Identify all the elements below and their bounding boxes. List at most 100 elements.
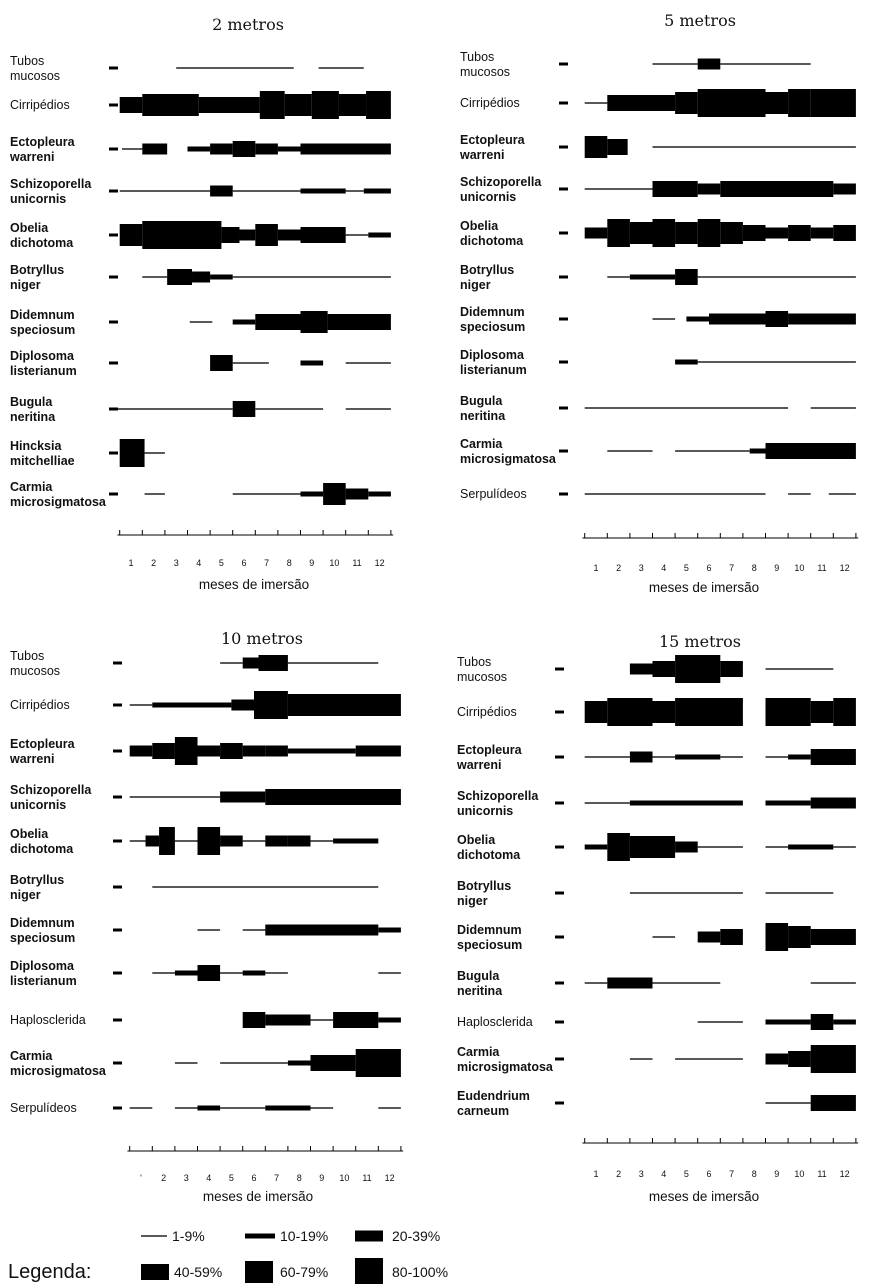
abundance-bar [232,493,301,495]
abundance-bar [697,219,721,247]
legend-title: Legenda: [8,1261,91,1283]
row-marker [555,710,564,714]
abundance-bar [749,448,766,454]
abundance-bar [259,91,285,119]
species-row: Haplosclerida [10,1012,401,1028]
abundance-bar [607,95,676,111]
species-label: Ectopleura [457,743,523,757]
abundance-bar [265,1014,311,1026]
x-tick-label: 12 [375,558,385,568]
species-label: Ectopleura [10,135,76,149]
abundance-bar [828,493,856,495]
abundance-bar [675,92,698,114]
abundance-bar [174,970,198,976]
row-marker [559,360,568,364]
species-label: Ectopleura [460,133,526,147]
abundance-bar [129,840,146,842]
abundance-bar [167,269,193,285]
abundance-bar [327,314,391,330]
abundance-bar [210,355,233,371]
abundance-bar [675,222,698,244]
row-marker [559,101,568,105]
species-label: Serpulídeos [460,487,527,501]
abundance-bar [686,316,709,322]
abundance-bar [265,972,288,974]
abundance-bar [174,840,198,842]
row-marker [559,492,568,496]
species-label: Schizoporella [460,175,542,189]
abundance-bar [242,929,266,931]
abundance-bar [345,362,391,364]
row-marker [113,703,122,707]
abundance-bar [232,276,391,278]
abundance-bar [765,1019,811,1025]
row-marker [109,66,118,70]
species-label: Haplosclerida [10,1013,86,1027]
species-label: niger [10,278,41,292]
x-tick-label: 1 [593,563,598,573]
abundance-bar [584,188,653,190]
x-tick-label: 2 [616,1169,621,1179]
abundance-bar [198,97,260,113]
abundance-bar [129,704,153,706]
x-axis-label: meses de imersão [649,1189,759,1204]
x-tick-label: 9 [319,1173,324,1183]
abundance-bar [144,452,165,454]
x-tick-label: 4 [206,1173,211,1183]
abundance-bar [220,1107,266,1109]
row-marker [555,667,564,671]
row-marker [555,1057,564,1061]
x-tick-label: 1 [128,558,133,568]
abundance-bar [152,743,175,759]
abundance-bar [810,1095,856,1111]
row-marker [113,1018,122,1022]
abundance-bar [607,276,630,278]
abundance-bar [174,1107,198,1109]
abundance-bar [675,698,743,726]
abundance-bar [174,1062,198,1064]
x-tick-label: 7 [264,558,269,568]
abundance-bar [333,838,379,844]
species-label: Cirripédios [10,698,70,712]
abundance-bar [355,745,401,757]
abundance-bar [697,58,721,70]
x-tick-label: 9 [309,558,314,568]
row-marker [555,801,564,805]
abundance-bar [697,89,766,117]
abundance-bar [287,694,401,716]
species-label: microsigmatosa [460,452,557,466]
species-label: listerianum [460,363,527,377]
species-label: mucosos [10,69,60,83]
abundance-bar [833,698,856,726]
row-marker [109,147,118,151]
species-label: microsigmatosa [457,1060,554,1074]
abundance-bar [277,146,301,152]
row-marker [559,187,568,191]
legend-swatch [355,1258,383,1284]
abundance-bar [197,827,221,855]
abundance-bar [197,929,221,931]
species-label: Schizoporella [457,789,539,803]
row-marker [113,839,122,843]
abundance-bar [788,313,856,325]
abundance-bar [607,139,628,155]
species-label: dichotoma [460,234,524,248]
x-tick-label: 11 [817,1169,826,1179]
x-tick-label: 6 [706,563,711,573]
species-label: mucosos [457,670,507,684]
x-tick-label: 9 [774,563,779,573]
abundance-bar [265,924,379,936]
abundance-bar [300,311,328,333]
abundance-bar [675,1058,743,1060]
species-label: Haplosclerida [457,1015,533,1029]
abundance-bar [287,662,379,664]
abundance-bar [119,439,145,467]
